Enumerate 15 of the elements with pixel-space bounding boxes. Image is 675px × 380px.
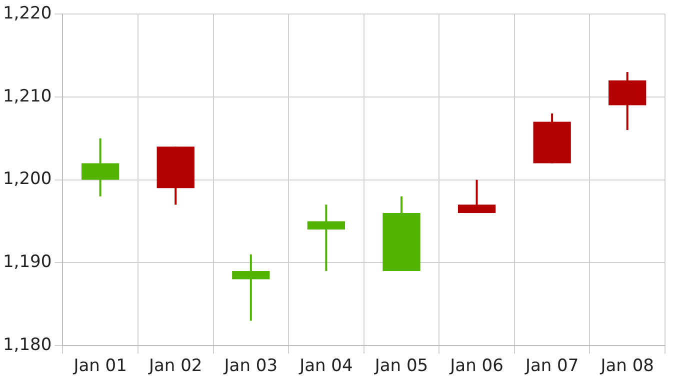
y-tick-label: 1,210 [2, 86, 52, 106]
x-tick-label: Jan 06 [449, 356, 504, 376]
x-tick-label: Jan 02 [148, 356, 202, 376]
x-tick-label: Jan 03 [223, 356, 278, 376]
x-tick-label: Jan 01 [72, 356, 127, 376]
y-tick-label: 1,190 [2, 252, 52, 272]
candlestick [232, 253, 270, 322]
x-tick-label: Jan 08 [600, 356, 654, 376]
x-tick-label: Jan 04 [298, 356, 353, 376]
y-tick-label: 1,200 [2, 169, 52, 190]
x-tick-label: Jan 05 [374, 356, 428, 376]
x-tick-label: Jan 07 [524, 356, 579, 376]
y-tick-label: 1,180 [2, 335, 52, 356]
candlestick [307, 204, 346, 272]
y-tick-label: 1,220 [2, 3, 52, 24]
